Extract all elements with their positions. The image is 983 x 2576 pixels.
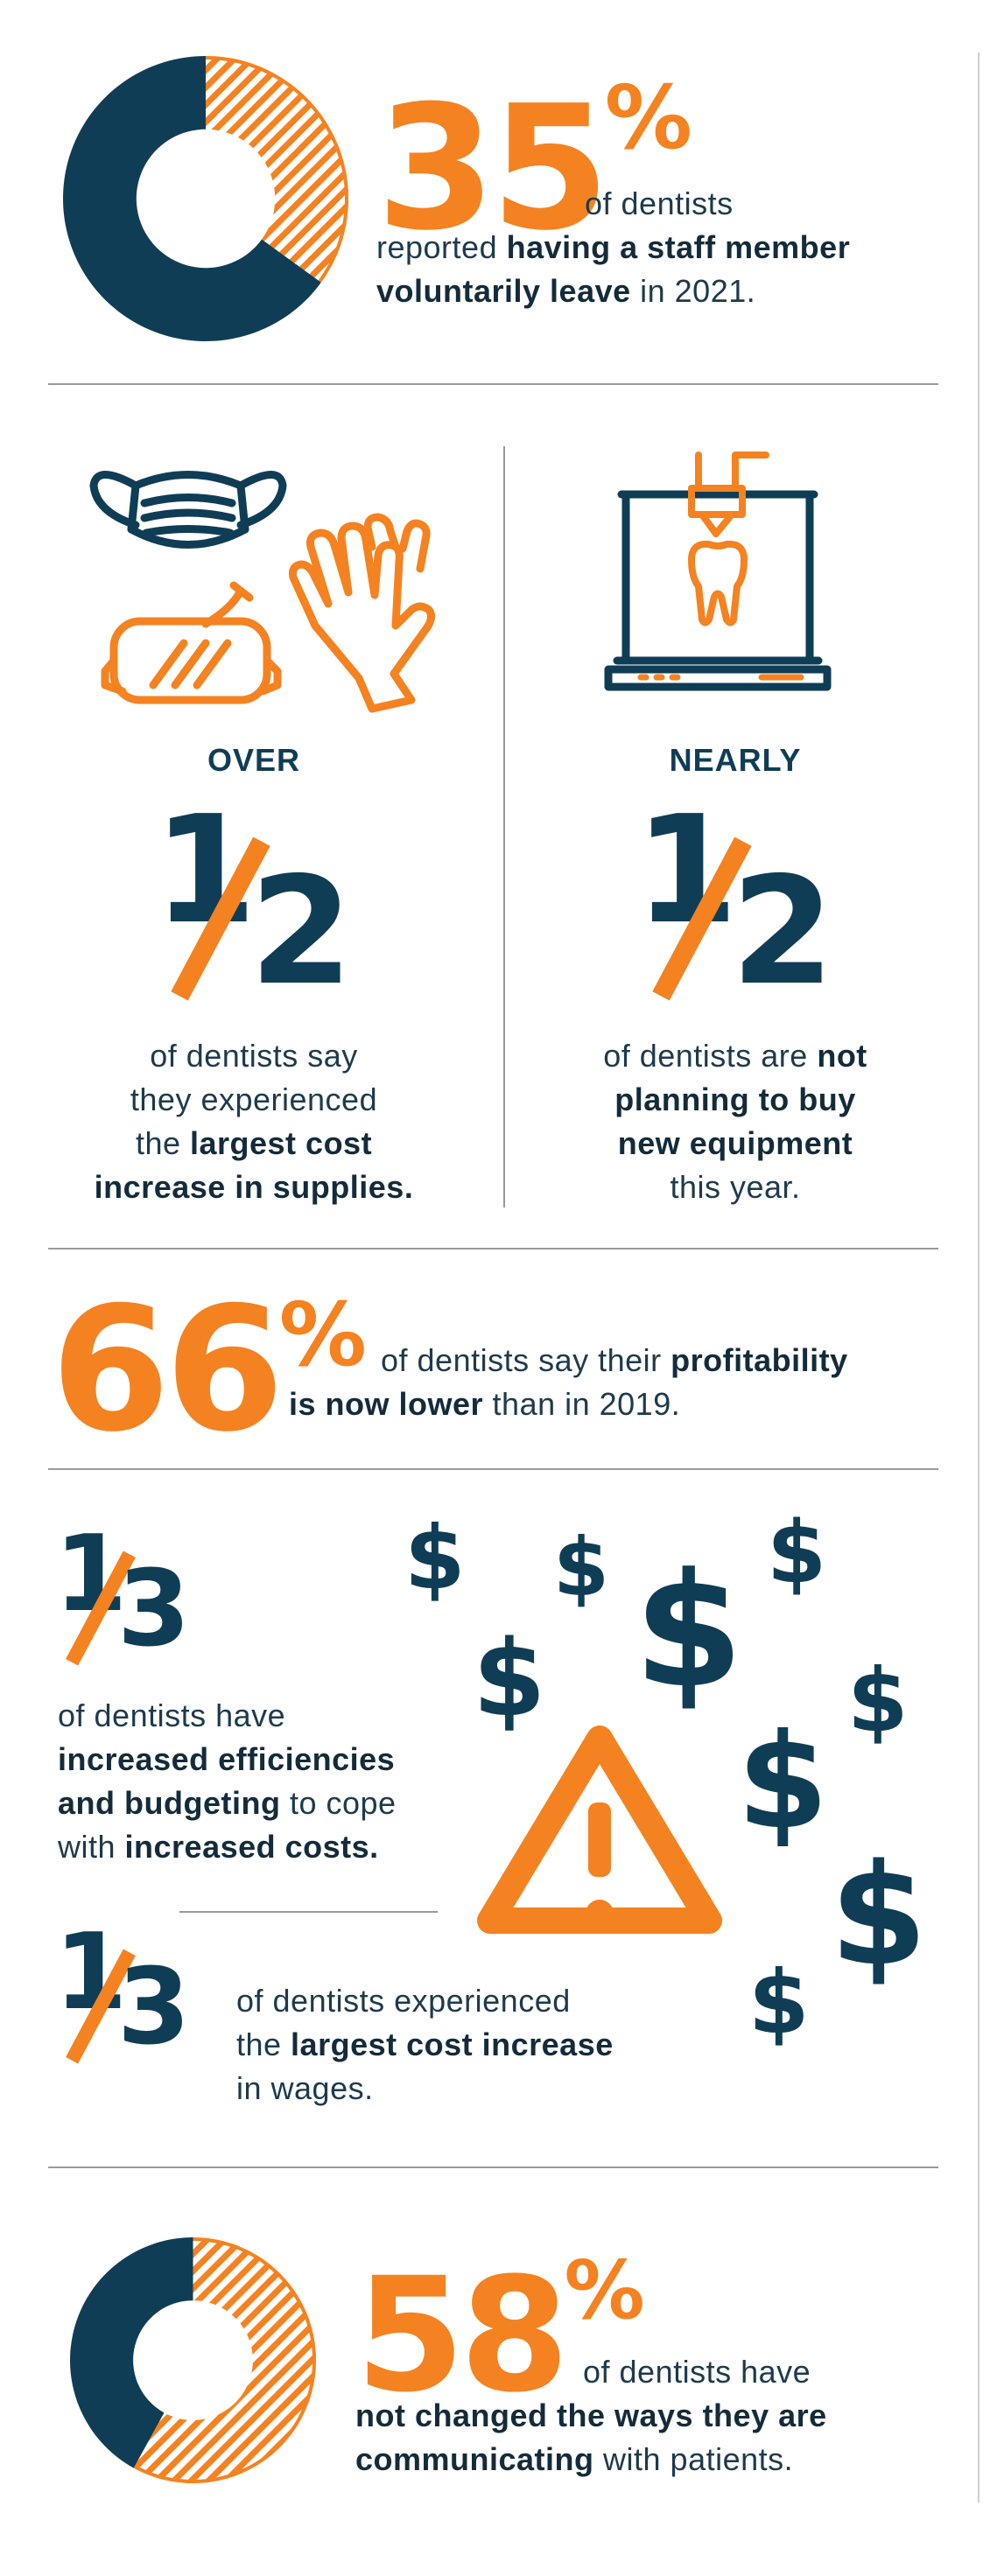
- dollar-icon: $: [634, 1540, 744, 1723]
- goggles-icon: [101, 581, 282, 704]
- column-divider: [503, 446, 505, 1208]
- dollar-icon: $: [473, 1619, 546, 1740]
- left-caption: of dentists say they experienced the lar…: [94, 1038, 414, 1205]
- left-fraction: 1 2: [153, 796, 355, 1015]
- stat-35-value: 35%: [376, 66, 692, 269]
- stat-66-caption: of dentists say their profitability is n…: [289, 1342, 848, 1422]
- donut-highlight-outline: [205, 56, 348, 283]
- third-divider: [179, 1911, 438, 1913]
- stat-35-caption: of dentists reported having a staff memb…: [376, 186, 851, 309]
- dollar-icon: $: [847, 1649, 909, 1752]
- dollar-icon: $: [767, 1503, 827, 1603]
- donut-highlight-outline: [133, 2237, 316, 2483]
- stat-58-caption: of dentists have not changed the ways th…: [355, 2354, 827, 2477]
- donut-chart-58: [70, 2237, 316, 2483]
- left-qualifier: OVER: [207, 742, 301, 778]
- right-fraction-denominator: 2: [731, 845, 835, 1018]
- dollar-icon: $: [748, 1951, 810, 2054]
- third-2-fraction: 1 3: [54, 1921, 229, 2069]
- dental-printer-icon: [604, 452, 832, 691]
- divider-1: [48, 383, 938, 385]
- dollar-icon: $: [830, 1833, 928, 1997]
- divider-4: [48, 2166, 938, 2168]
- third-1-caption: of dentists have increased efficiencies …: [58, 1698, 397, 1865]
- third-2-caption: of dentists experienced the largest cost…: [236, 1983, 614, 2106]
- dollar-icon: $: [553, 1521, 610, 1614]
- right-fraction: 1 2: [635, 796, 836, 1015]
- stat-58-value: 58%: [355, 2244, 645, 2427]
- dollar-icon: $: [737, 1706, 829, 1858]
- donut-remainder-segment: [62, 56, 321, 341]
- divider-3: [48, 1468, 938, 1470]
- donut-highlight-segment: [206, 56, 348, 283]
- third-1-fraction: 1 3: [54, 1522, 229, 1671]
- dollar-icon: $: [404, 1507, 466, 1609]
- page-right-border: [978, 52, 979, 2502]
- third-1-denominator: 3: [117, 1549, 191, 1670]
- right-caption: of dentists are not planning to buy new …: [603, 1038, 867, 1205]
- donut-highlight-segment: [133, 2237, 316, 2483]
- donut-chart-35: [62, 56, 348, 341]
- donut-remainder-segment: [70, 2237, 193, 2468]
- left-fraction-denominator: 2: [249, 845, 354, 1018]
- third-2-denominator: 3: [117, 1947, 191, 2068]
- divider-2: [48, 1248, 938, 1250]
- gloves-icon: [288, 513, 436, 713]
- mask-icon: [89, 471, 287, 549]
- warning-icon: [477, 1726, 722, 1934]
- stat-66-value: 66%: [51, 1270, 367, 1470]
- right-qualifier: NEARLY: [669, 742, 802, 778]
